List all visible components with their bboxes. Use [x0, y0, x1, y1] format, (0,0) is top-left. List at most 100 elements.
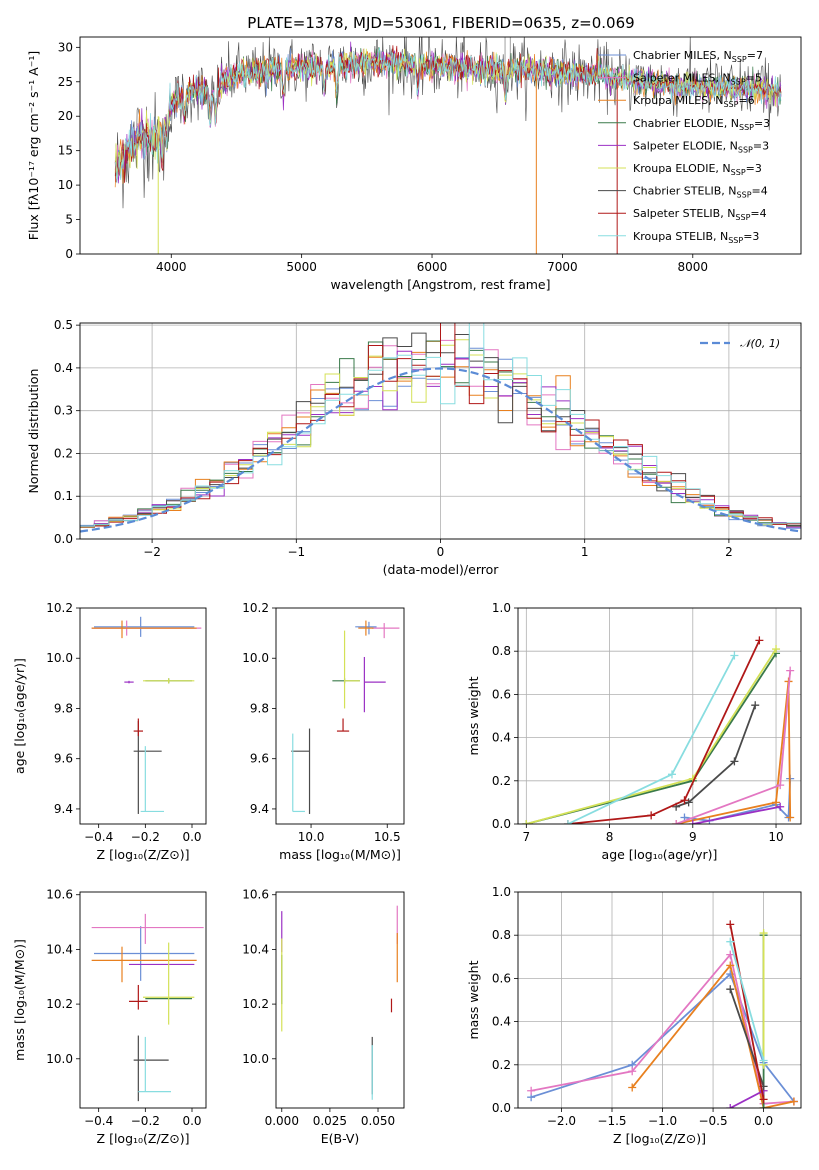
x-tick-label: 2 [725, 545, 733, 559]
plot-area-mass-vs-EBV [281, 905, 398, 1100]
y-tick-label: 15 [58, 144, 73, 158]
weight-marker [730, 651, 739, 660]
y-tick-label: 10 [58, 178, 73, 192]
weight-marker [672, 820, 681, 824]
y-tick-label: 9.6 [250, 752, 269, 766]
x-tick-label: −1.5 [597, 1114, 626, 1128]
legend-entry: Chabrier ELODIE, NSSP=3 [633, 117, 770, 132]
y-tick-label: 0.2 [54, 446, 73, 460]
y-tick-label: 0.1 [54, 489, 73, 503]
y-tick-label: 0.4 [492, 731, 511, 745]
y-tick-label: 1.0 [492, 601, 511, 615]
weight-line [729, 1089, 765, 1108]
weight-marker [726, 1104, 735, 1108]
weight-marker [759, 929, 768, 938]
x-tick-label: −1.0 [648, 1114, 677, 1128]
x-axis-label: mass [log₁₀(M/M⊙)] [279, 847, 401, 862]
x-tick-label: −0.5 [698, 1114, 727, 1128]
y-tick-label: 10.2 [46, 997, 73, 1011]
spectrum-kroupa-stelib [114, 47, 782, 184]
weight-marker [789, 1097, 798, 1106]
y-tick-label: 10.0 [242, 1052, 269, 1066]
weight-line [729, 924, 765, 1100]
weight-line [526, 652, 777, 824]
weight-marker [726, 985, 735, 994]
x-tick-label: 10.5 [374, 830, 401, 844]
x-tick-label: 0.025 [313, 1114, 347, 1128]
plot-area-age-vs-Z [91, 616, 202, 814]
plot-weight-vs-age: 7 8 9 10 0.0 0.2 0.4 0.6 0.8 1.0 age [log₁₀(age/yr… [466, 601, 802, 862]
y-tick-label: 0 [65, 247, 73, 261]
x-tick-label: 0.050 [361, 1114, 395, 1128]
weight-line [729, 941, 765, 1061]
weight-marker [726, 961, 735, 970]
y-tick-label: 0.2 [492, 1058, 511, 1072]
weight-marker [527, 1086, 536, 1095]
weight-marker [563, 820, 572, 824]
weight-marker [688, 820, 697, 824]
plot-mass-vs-Z: −0.4 −0.2 0.0 10.0 10.2 10.4 10.6 Z [log₁₀(Z/Z⊙… [12, 888, 207, 1146]
weight-marker [755, 636, 764, 645]
y-tick-label: 0.4 [54, 361, 73, 375]
axes-frame [517, 607, 802, 825]
plot-area-residuals [80, 323, 801, 533]
weight-marker [684, 798, 693, 807]
weight-marker [730, 757, 739, 766]
x-tick-label: 8000 [678, 260, 709, 274]
y-tick-label: 10.4 [46, 942, 73, 956]
weight-marker [628, 1083, 637, 1092]
plot-spectrum: 4000 5000 6000 7000 8000 0 5 10 15 20 25 30 waveleng… [26, 36, 802, 292]
y-tick-label: 30 [58, 40, 73, 54]
x-tick-label: −0.4 [84, 1114, 113, 1128]
y-tick-label: 9.8 [250, 701, 269, 715]
x-tick-label: 7 [523, 830, 531, 844]
y-tick-label: 9.8 [54, 701, 73, 715]
plot-age-vs-Z: −0.4 −0.2 0.0 9.4 9.6 9.8 10.0 10.2 Z [log₁₀(Z/Z… [12, 601, 207, 862]
x-tick-label: −2 [143, 545, 161, 559]
y-tick-label: 10.6 [46, 888, 73, 902]
x-tick-label: −2.0 [547, 1114, 576, 1128]
weight-marker [726, 950, 735, 959]
plot-area-weight-vs-Z [527, 920, 798, 1108]
y-tick-label: 10.0 [46, 651, 73, 665]
weight-marker [680, 796, 689, 805]
plot-area-age-vs-mass [291, 620, 400, 814]
x-tick-label: 6000 [417, 260, 448, 274]
y-tick-label: 0.8 [492, 928, 511, 942]
x-axis-label: E(B-V) [321, 1131, 360, 1146]
x-tick-label: −0.2 [131, 830, 160, 844]
weight-marker [522, 820, 531, 824]
x-tick-label: 1 [581, 545, 589, 559]
plot-age-vs-mass: 10.0 10.5 9.4 9.6 9.8 10.0 10.2 mass [log₁₀(M/M… [242, 601, 405, 862]
x-tick-label: 10.0 [298, 830, 325, 844]
weight-marker [772, 798, 781, 807]
legend-entry: Kroupa MILES, NSSP=6 [633, 94, 755, 109]
y-tick-label: 10.0 [46, 1052, 73, 1066]
weight-line [675, 681, 792, 824]
plot-area-spectrum [114, 37, 782, 254]
y-tick-label: 0.0 [492, 1101, 511, 1115]
x-tick-label: 0.0 [182, 1114, 201, 1128]
y-tick-label: 10.4 [242, 942, 269, 956]
weight-marker [786, 813, 795, 822]
figure-title: PLATE=1378, MJD=53061, FIBERID=0635, z=0… [247, 14, 634, 32]
axes-frame [79, 891, 207, 1109]
plot-weight-vs-Z: −2.0 −1.5 −1.0 −0.5 0.0 0.0 0.2 0.4 0.6 0.8 1.0 Z [… [466, 885, 802, 1146]
y-tick-label: 0.5 [54, 318, 73, 332]
weight-line [526, 648, 777, 824]
weight-marker [759, 1095, 768, 1104]
plot-mass-vs-EBV: 0.000 0.025 0.050 10.0 10.2 10.4 10.6 E(B-V) [242, 888, 405, 1146]
x-tick-label: 0 [437, 545, 445, 559]
y-tick-label: 0.0 [54, 532, 73, 546]
weight-marker [759, 1104, 768, 1108]
plot-area-weight-vs-age [522, 636, 795, 824]
axes-frame [517, 891, 802, 1109]
weight-marker [628, 1067, 637, 1076]
x-axis-label: Z [log₁₀(Z/Z⊙)] [97, 847, 190, 862]
legend-entry: Salpeter ELODIE, NSSP=3 [633, 139, 769, 154]
y-tick-label: 0.3 [54, 404, 73, 418]
y-tick-label: 10.2 [242, 601, 269, 615]
y-tick-label: 10.2 [46, 601, 73, 615]
axes-frame [275, 891, 405, 1109]
y-tick-label: 10.6 [242, 888, 269, 902]
